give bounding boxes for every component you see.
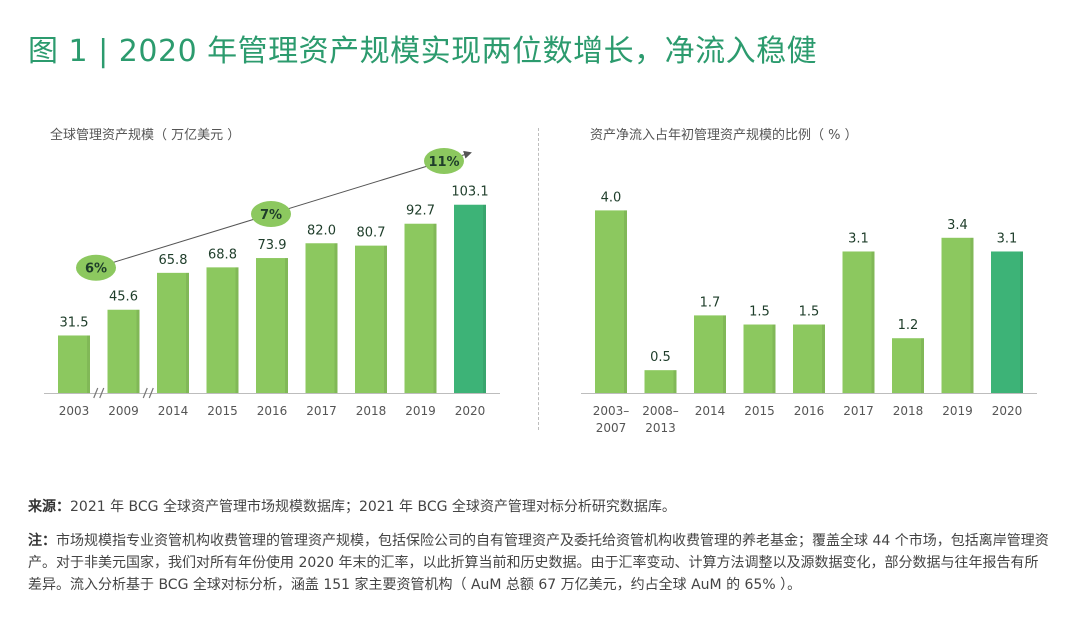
chart0-bar-shade-1	[136, 309, 140, 393]
chart1-tick-label-5: 2017	[843, 404, 874, 418]
chart0-tick-label-6: 2018	[356, 404, 387, 418]
chart1-bar-shade-7	[970, 237, 974, 393]
source-text: 2021 年 BCG 全球资产管理市场规模数据库；2021 年 BCG 全球资产…	[70, 499, 676, 515]
chart0-tick-label-3: 2015	[207, 404, 238, 418]
chart1-bar-0	[595, 210, 627, 393]
chart1-bar-shade-2	[723, 315, 726, 393]
chart1-bar-3	[743, 324, 776, 393]
note-text: 市场规模指专业资管机构收费管理的管理资产规模，包括保险公司的自有管理资产及委托给…	[28, 533, 1049, 593]
note-lead: 注：	[28, 533, 56, 549]
chart1-bar-shade-8	[1020, 251, 1023, 393]
chart1-bar-4	[793, 324, 825, 393]
chart1-bar-shade-3	[772, 324, 776, 393]
chart0-tick-label-0: 2003	[59, 404, 90, 418]
chart0-bar-5	[305, 243, 338, 393]
chart1-data-label-8: 3.1	[997, 231, 1018, 246]
chart0-growth-label-1: 7%	[260, 208, 282, 223]
chart1-tick-label-0-0: 2003–	[593, 404, 630, 418]
chart0-axis-break-a-0	[93, 387, 99, 399]
chart1-data-label-3: 1.5	[749, 305, 770, 320]
chart0-bar-shade-5	[334, 243, 338, 393]
chart0-data-label-5: 82.0	[307, 223, 336, 238]
chart1-data-label-4: 1.5	[799, 305, 820, 320]
chart1-bar-7	[941, 237, 974, 393]
chart0-data-label-6: 80.7	[357, 226, 386, 241]
chart0-axis-break-b-0	[99, 387, 105, 399]
source-lead: 来源：	[28, 499, 70, 515]
chart1-bar-2	[694, 315, 726, 393]
chart1-tick-label-4: 2016	[794, 404, 825, 418]
chart0-growth-label-2: 11%	[428, 155, 459, 170]
chart1-tick-label-1-0: 2008–	[642, 404, 679, 418]
left-chart-title: 全球管理资产规模（ 万亿美元 ）	[50, 128, 241, 143]
chart0-axis-break-b-1	[148, 387, 154, 399]
chart0-bar-shade-6	[384, 245, 387, 393]
chart0-data-label-2: 65.8	[159, 253, 188, 268]
chart1-data-label-6: 1.2	[898, 318, 919, 333]
chart0-growth-badge-2	[424, 147, 464, 174]
chart1-bar-shade-0	[624, 210, 627, 393]
chart0-tick-label-4: 2016	[257, 404, 288, 418]
footnote: 注：市场规模指专业资管机构收费管理的管理资产规模，包括保险公司的自有管理资产及委…	[28, 530, 1052, 596]
chart1-data-label-7: 3.4	[947, 218, 968, 233]
chart1-bar-8	[991, 251, 1023, 393]
chart0-data-label-0: 31.5	[60, 315, 89, 330]
chart0-bar-shade-0	[87, 335, 90, 393]
chart0-tick-label-1: 2009	[108, 404, 139, 418]
chart0-data-label-3: 68.8	[208, 247, 237, 262]
chart0-bar-shade-8	[483, 204, 486, 393]
chart0-tick-label-2: 2014	[158, 404, 189, 418]
chart1-tick-label-7: 2019	[942, 404, 973, 418]
chart0-tick-label-7: 2019	[405, 404, 436, 418]
page-title: 图 1 | 2020 年管理资产规模实现两位数增长，净流入稳健	[28, 34, 818, 69]
chart1-tick-label-1-1: 2013	[645, 421, 676, 435]
chart0-data-label-4: 73.9	[258, 238, 287, 253]
chart0-bar-3	[206, 267, 239, 393]
chart1-bar-1	[644, 370, 677, 393]
chart0-bar-8	[454, 204, 486, 393]
chart1-bar-shade-6	[921, 338, 924, 393]
chart1-bar-6	[892, 338, 924, 393]
chart1-tick-label-0-1: 2007	[596, 421, 627, 435]
source-note: 来源：2021 年 BCG 全球资产管理市场规模数据库；2021 年 BCG 全…	[28, 496, 1052, 518]
chart1-tick-label-6: 2018	[893, 404, 924, 418]
chart1-data-label-5: 3.1	[848, 231, 869, 246]
chart0-data-label-1: 45.6	[109, 290, 138, 305]
chart1-bar-5	[842, 251, 875, 393]
chart0-bar-6	[355, 245, 387, 393]
chart0-data-label-7: 92.7	[406, 204, 435, 219]
chart0-tick-label-5: 2017	[306, 404, 337, 418]
chart0-bar-4	[256, 258, 288, 393]
chart1-bar-shade-5	[871, 251, 875, 393]
chart-divider	[538, 128, 539, 430]
right-chart-title: 资产净流入占年初管理资产规模的比例（ % ）	[590, 128, 858, 143]
chart0-bar-0	[58, 335, 90, 393]
chart0-bar-shade-2	[186, 272, 189, 393]
chart0-data-label-8: 103.1	[451, 185, 488, 200]
chart0-bar-7	[404, 223, 437, 393]
chart0-bar-1	[107, 309, 140, 393]
chart0-growth-badge-0	[76, 254, 116, 281]
chart1-data-label-2: 1.7	[700, 295, 721, 310]
chart1-tick-label-8: 2020	[992, 404, 1023, 418]
chart0-growth-badge-1	[251, 201, 291, 228]
chart0-tick-label-8: 2020	[455, 404, 486, 418]
chart1-bar-shade-4	[822, 324, 825, 393]
chart1-data-label-0: 4.0	[601, 190, 622, 205]
chart0-bar-shade-7	[433, 223, 437, 393]
chart1-data-label-1: 0.5	[650, 350, 671, 365]
chart1-tick-label-2: 2014	[695, 404, 726, 418]
chart0-bar-shade-4	[285, 258, 288, 393]
chart1-tick-label-3: 2015	[744, 404, 775, 418]
chart0-bar-2	[157, 272, 189, 393]
chart1-bar-shade-1	[673, 370, 677, 393]
chart0-growth-label-0: 6%	[85, 262, 107, 277]
chart0-axis-break-a-1	[142, 387, 148, 399]
chart0-bar-shade-3	[235, 267, 239, 393]
